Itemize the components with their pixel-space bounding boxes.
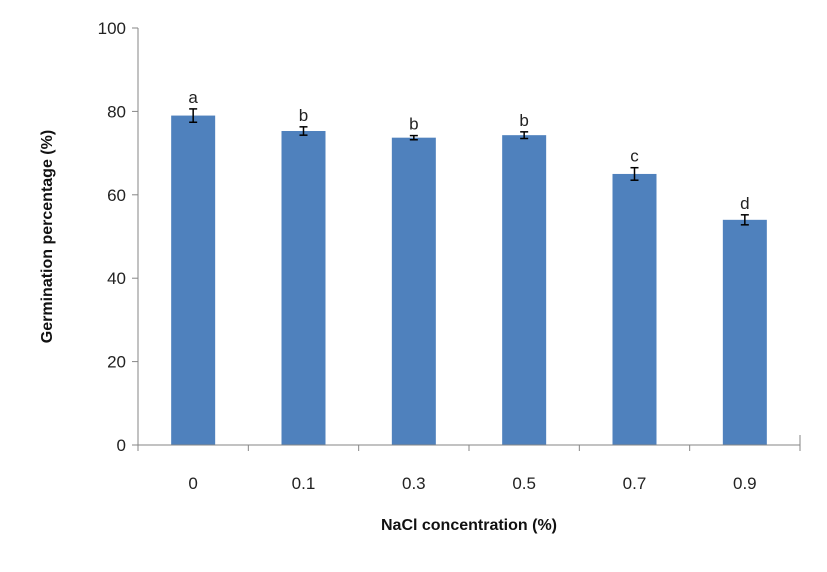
significance-label: b [299, 106, 308, 125]
x-tick-label: 0.9 [733, 474, 757, 493]
x-tick-label: 0 [188, 474, 197, 493]
significance-label: b [409, 115, 418, 134]
bar [391, 137, 436, 445]
x-axis-title: NaCl concentration (%) [381, 517, 557, 534]
y-tick-label: 80 [107, 102, 126, 121]
significance-labels-group: a b b b c d [188, 88, 749, 213]
significance-label: a [188, 88, 198, 107]
bars-group [171, 115, 767, 445]
x-axis-ticks: 0 0.1 0.3 0.5 0.7 0.9 [137, 445, 801, 493]
significance-label: b [519, 111, 528, 130]
y-tick-label: 60 [107, 186, 126, 205]
significance-label: c [630, 147, 639, 166]
bar [612, 173, 657, 445]
bar [281, 130, 326, 445]
y-tick-label: 40 [107, 269, 126, 288]
y-tick-label: 20 [107, 353, 126, 372]
x-tick-label: 0.1 [292, 474, 316, 493]
bar [502, 135, 547, 445]
y-tick-label: 100 [98, 19, 126, 38]
bar [722, 219, 767, 445]
bar [171, 115, 216, 445]
x-tick-label: 0.7 [623, 474, 647, 493]
y-tick-label: 0 [117, 436, 126, 455]
error-bars-group [189, 108, 749, 226]
x-tick-label: 0.5 [512, 474, 536, 493]
significance-label: d [740, 194, 749, 213]
y-axis-ticks: 0 20 40 60 80 100 [98, 19, 138, 455]
y-axis-title: Germination percentage (%) [39, 130, 56, 343]
x-tick-label: 0.3 [402, 474, 426, 493]
